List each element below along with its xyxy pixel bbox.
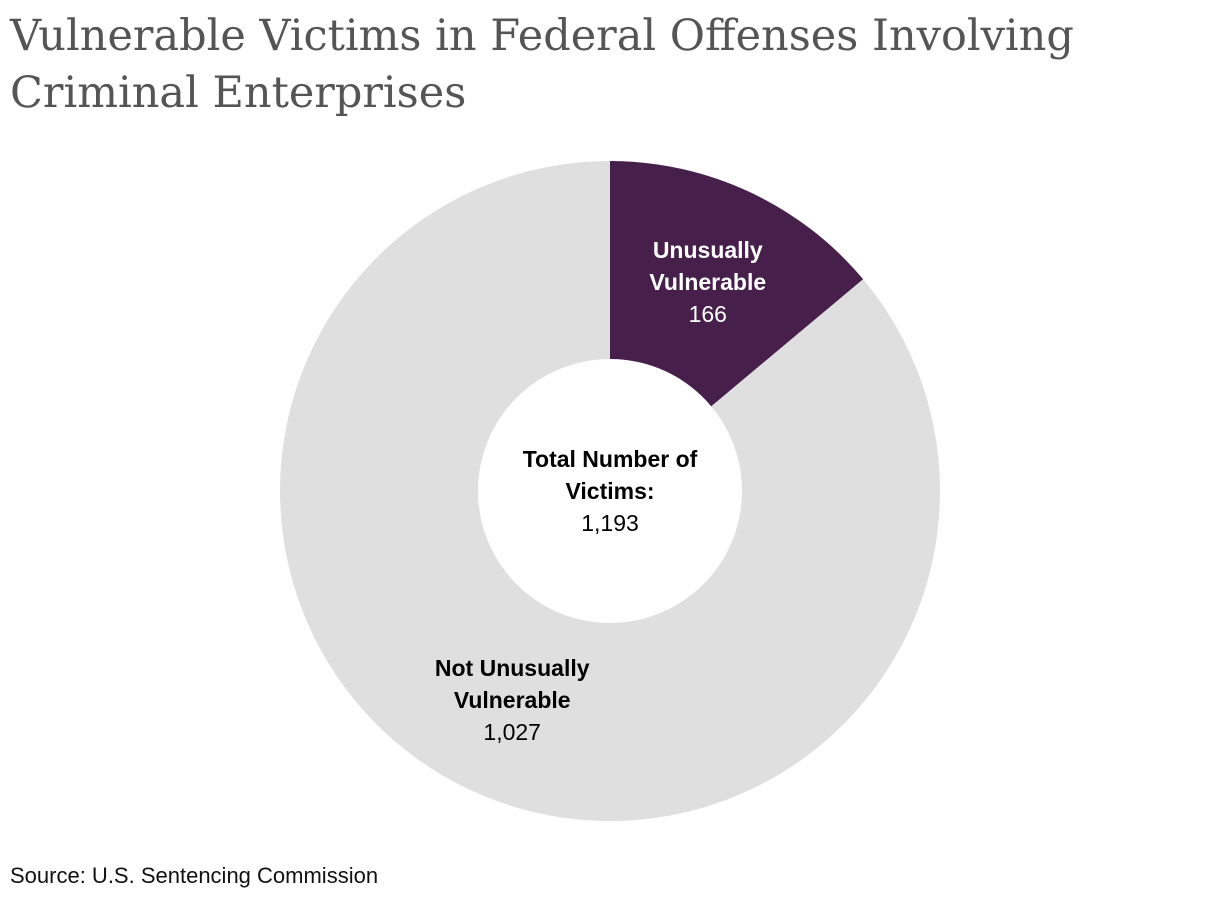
- center-label: Total Number of Victims: 1,193: [495, 443, 725, 539]
- slice-category: Not Unusually Vulnerable: [434, 655, 590, 714]
- slice-value: 166: [688, 300, 727, 327]
- center-title: Total Number of Victims:: [522, 446, 698, 504]
- center-total: 1,193: [581, 510, 639, 536]
- source-note: Source: U.S. Sentencing Commission: [10, 863, 379, 888]
- donut-slice: [280, 161, 941, 821]
- slice-category: Unusually Vulnerable: [649, 236, 767, 295]
- chart-title: Vulnerable Victims in Federal Offenses I…: [10, 11, 1074, 118]
- slice-label: Unusually Vulnerable 166: [618, 234, 798, 330]
- slice-label: Not Unusually Vulnerable 1,027: [422, 652, 602, 748]
- donut-slice: [610, 161, 864, 407]
- slice-value: 1,027: [483, 719, 541, 746]
